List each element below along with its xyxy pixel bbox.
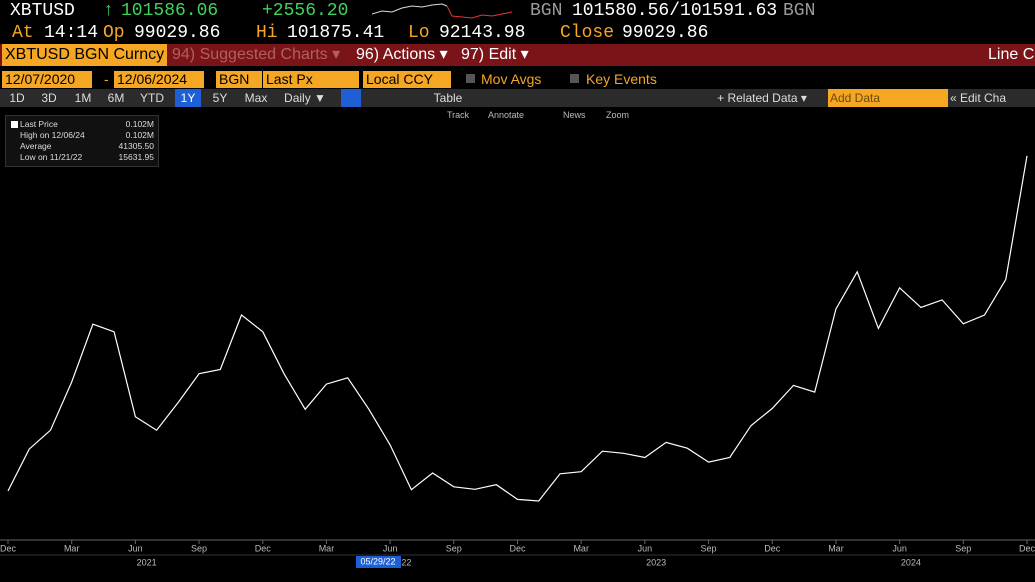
- edit-chart[interactable]: « Edit Cha: [950, 91, 1007, 105]
- menu-button[interactable]: Line C: [988, 46, 1035, 63]
- last-price: 101586.06: [121, 1, 219, 21]
- x-tick-label: Jun: [638, 543, 653, 553]
- close: 99029.86: [622, 23, 709, 43]
- source[interactable]: BGN: [216, 71, 262, 88]
- year-label: 2021: [137, 557, 157, 567]
- x-tick-label: Jun: [128, 543, 143, 553]
- x-tick-label: Dec: [255, 543, 272, 553]
- label: Close: [560, 23, 615, 43]
- x-tick-label: Dec: [764, 543, 781, 553]
- bid-ask: 101580.56/101591.63: [572, 1, 778, 21]
- option[interactable]: Mov Avgs: [481, 71, 542, 87]
- frequency[interactable]: Daily ▼: [284, 91, 326, 105]
- source: BGN: [783, 1, 816, 21]
- period[interactable]: 1Y: [175, 89, 201, 107]
- x-tick-label: Jun: [892, 543, 907, 553]
- label: Lo: [408, 23, 430, 43]
- x-tick-label: Dec: [509, 543, 526, 553]
- info-box: Last Price 0.102M High on 12/06/24 0.102M Av…: [5, 115, 159, 167]
- security[interactable]: XBTUSD BGN Curncy: [2, 44, 167, 66]
- period[interactable]: YTD: [140, 91, 164, 105]
- menu-bar: XBTUSD BGN Curncy 94) Suggested Charts ▾…: [0, 44, 1035, 66]
- x-tick-label: Sep: [955, 543, 971, 553]
- x-tick-label: Sep: [701, 543, 717, 553]
- tool[interactable]: Zoom: [606, 110, 630, 120]
- info-value: 0.102M: [125, 130, 154, 140]
- menu-button[interactable]: 96) Actions ▾: [356, 46, 448, 63]
- ticker: XBTUSD: [10, 1, 75, 21]
- period[interactable]: 1M: [74, 91, 92, 105]
- price-line: [7, 155, 1028, 502]
- checkbox[interactable]: [570, 74, 579, 83]
- info-label: Last Price: [20, 119, 58, 129]
- year-label: 2024: [901, 557, 921, 567]
- label: Op: [103, 23, 125, 43]
- info-row: Average 41305.50: [10, 141, 154, 152]
- currency[interactable]: Local CCY: [363, 71, 451, 88]
- x-tick-label: Mar: [319, 543, 335, 553]
- info-value: 15631.95: [118, 152, 154, 162]
- time: 14:14: [44, 23, 99, 43]
- table-button[interactable]: Table: [433, 91, 463, 105]
- year-label: 2022: [391, 557, 411, 567]
- x-tick-label: Sep: [191, 543, 207, 553]
- info-value: 41305.50: [118, 141, 154, 151]
- x-tick-label: Dec: [0, 543, 16, 553]
- x-tick-label: Sep: [446, 543, 462, 553]
- label: At: [12, 23, 34, 43]
- x-tick-label: Mar: [573, 543, 589, 553]
- info-label: High on 12/06/24: [20, 130, 85, 140]
- info-label: Low on 11/21/22: [20, 152, 83, 162]
- sparkline: [372, 3, 513, 19]
- info-label: Average: [20, 141, 52, 151]
- info-value: 0.102M: [125, 119, 154, 129]
- label: Hi: [256, 23, 278, 43]
- field[interactable]: Last Px: [263, 71, 359, 88]
- x-tick-label: Mar: [828, 543, 844, 553]
- add-data[interactable]: Add Data: [828, 89, 948, 107]
- line-icon[interactable]: [341, 89, 361, 107]
- legend-swatch: [11, 121, 18, 128]
- dash: -: [104, 71, 109, 87]
- info-row: Last Price 0.102M: [10, 119, 154, 130]
- info-row: Low on 11/21/22 15631.95: [10, 152, 154, 163]
- source: BGN: [530, 1, 563, 21]
- period[interactable]: 3D: [41, 91, 57, 105]
- open: 99029.86: [134, 23, 221, 43]
- tool[interactable]: Annotate: [488, 110, 525, 120]
- menu-button[interactable]: 94) Suggested Charts ▾: [172, 46, 341, 63]
- change: +2556.20: [262, 1, 349, 21]
- checkbox[interactable]: [466, 74, 475, 83]
- x-tick-label: Jun: [383, 543, 398, 553]
- toolbar: 1D 3D 1M 6M YTD 1Y 5Y Max Daily ▼ Table …: [0, 89, 1035, 107]
- option[interactable]: Key Events: [586, 71, 657, 87]
- period[interactable]: 6M: [107, 91, 125, 105]
- x-tick-label: Dec: [1019, 543, 1035, 553]
- info-row: High on 12/06/24 0.102M: [10, 130, 154, 141]
- related-data[interactable]: + Related Data ▾: [717, 91, 807, 105]
- tool[interactable]: News: [563, 110, 586, 120]
- period[interactable]: Max: [244, 91, 268, 105]
- menu-button[interactable]: 97) Edit ▾: [461, 46, 529, 63]
- period[interactable]: 5Y: [212, 91, 228, 105]
- crosshair-box: [356, 556, 401, 568]
- high: 101875.41: [287, 23, 385, 43]
- year-label: 2023: [646, 557, 666, 567]
- end-date[interactable]: 12/06/2024: [114, 71, 204, 88]
- tool[interactable]: Track: [447, 110, 470, 120]
- crosshair-label: 05/29/22: [360, 556, 395, 566]
- x-tick-label: Mar: [64, 543, 80, 553]
- period[interactable]: 1D: [9, 91, 25, 105]
- start-date[interactable]: 12/07/2020: [2, 71, 92, 88]
- low: 92143.98: [439, 23, 526, 43]
- arrow: ↑: [103, 1, 114, 21]
